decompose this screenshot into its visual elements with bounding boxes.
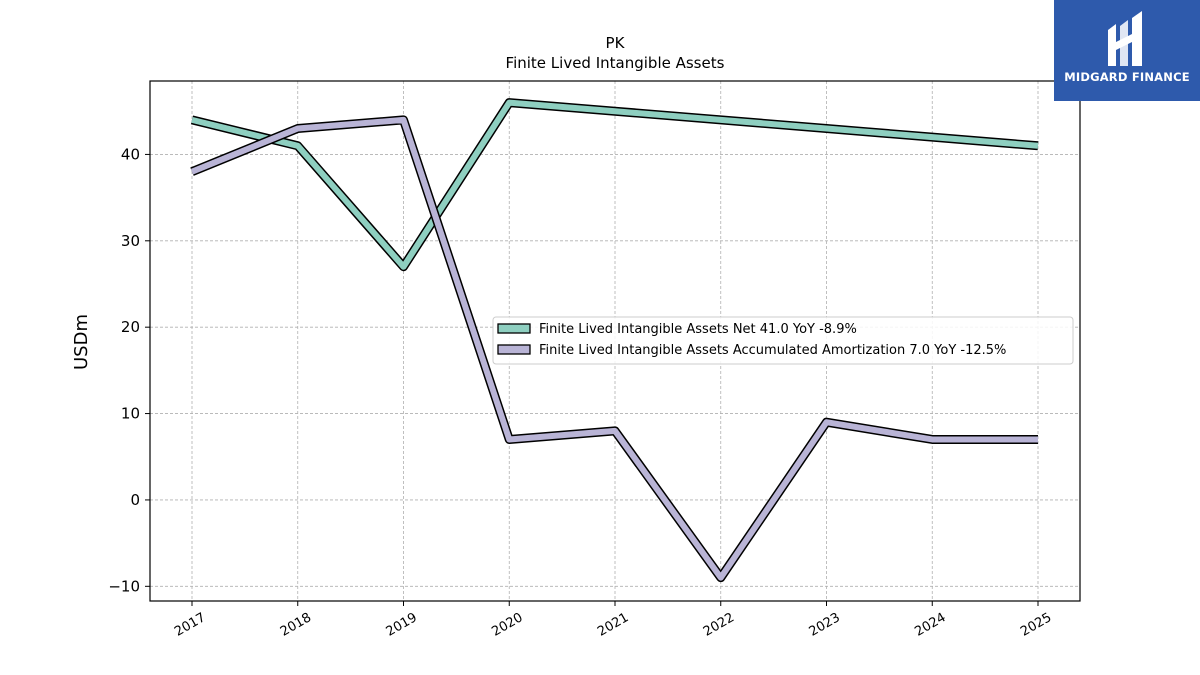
x-tick-label: 2025: [1018, 610, 1054, 640]
y-tick-label: −10: [108, 577, 140, 595]
legend-label-net: Finite Lived Intangible Assets Net 41.0 …: [539, 322, 857, 337]
legend-swatch-net: [497, 323, 531, 334]
x-tick-label: 2017: [172, 610, 208, 640]
x-tick-label: 2020: [489, 610, 525, 640]
y-tick-label: 40: [121, 145, 140, 163]
y-tick-label: 10: [121, 405, 140, 423]
chart-subtitle: Finite Lived Intangible Assets: [506, 54, 725, 72]
axis-ticks: −10 0 10 20 30 40 2017 2018 2019 2020 2021 2022 2023…: [108, 145, 1054, 639]
legend-swatch-amortization: [497, 344, 531, 355]
y-tick-label: 0: [130, 491, 140, 509]
legend-box: [492, 316, 1074, 365]
logo-text: MIDGARD FINANCE: [1064, 70, 1190, 84]
chart-title: PK: [606, 34, 626, 52]
logo-mark-icon: [1108, 11, 1142, 66]
brand-logo: MIDGARD FINANCE: [1054, 0, 1200, 101]
x-tick-label: 2021: [595, 610, 631, 640]
legend: Finite Lived Intangible Assets Net 41.0 …: [492, 316, 1074, 365]
legend-label-amortization: Finite Lived Intangible Assets Accumulat…: [539, 343, 1006, 358]
series-lines: [190, 98, 1039, 583]
x-tick-label: 2019: [384, 610, 420, 640]
x-tick-label: 2022: [701, 610, 737, 640]
x-tick-label: 2024: [912, 610, 948, 640]
series-0-line: [191, 99, 1039, 270]
y-tick-label: 30: [121, 232, 140, 250]
x-tick-label: 2023: [807, 610, 843, 640]
series-1-line: [190, 116, 1038, 581]
x-tick-label: 2018: [278, 610, 314, 640]
y-axis-label: USDm: [71, 314, 92, 370]
y-tick-label: 20: [121, 318, 140, 336]
